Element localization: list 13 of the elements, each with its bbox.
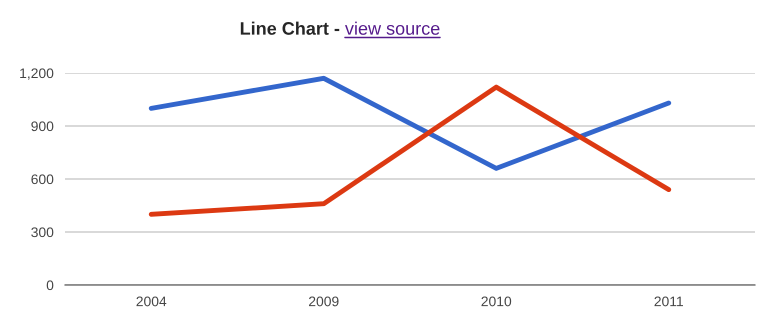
x-tick-label: 2009 (309, 296, 339, 306)
y-tick-label: 300 (31, 227, 54, 238)
y-tick-label: 900 (31, 121, 54, 132)
line-series (148, 84, 672, 217)
y-tick-label: 600 (31, 174, 54, 184)
y-tick-label: 1,200 (20, 68, 54, 80)
y-tick-label: 0 (46, 280, 54, 290)
chart-title: Line Chart - (240, 22, 340, 35)
text: view source (345, 22, 440, 35)
x-tick-label: 2011 (654, 296, 684, 306)
x-tick-label: 2004 (136, 296, 166, 306)
x-tick-label: 2010 (482, 296, 512, 306)
line-series (148, 76, 672, 171)
